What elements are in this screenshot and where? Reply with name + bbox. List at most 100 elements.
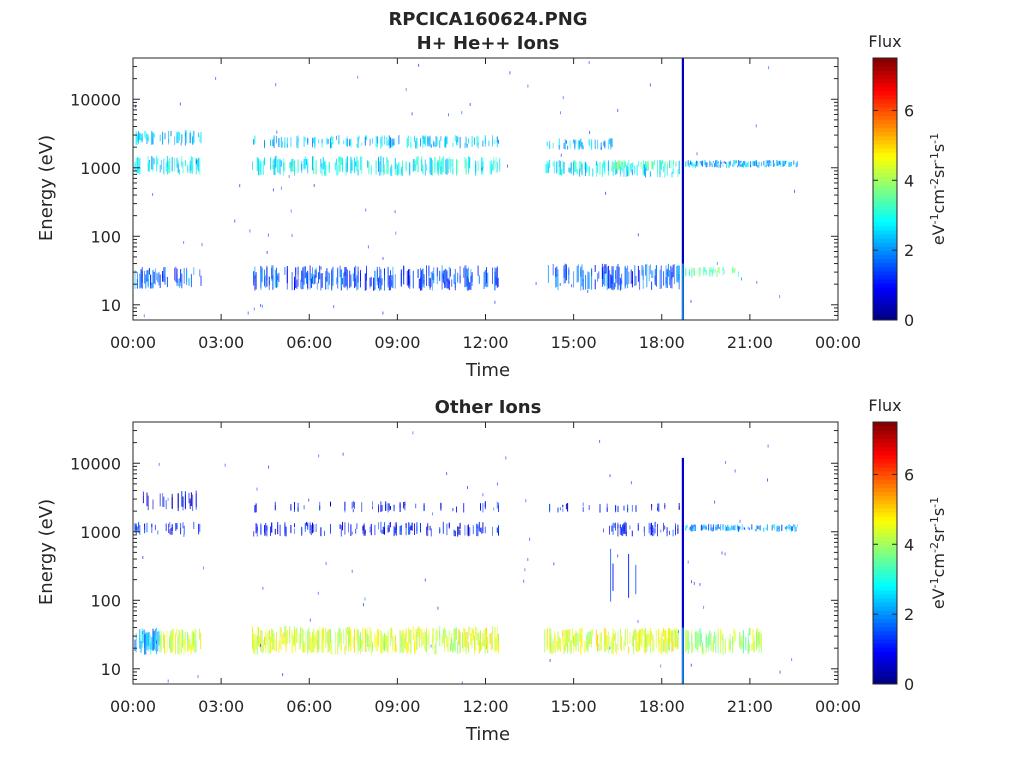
flux-streak <box>170 131 172 137</box>
flux-streak <box>432 271 433 291</box>
flux-streak <box>369 138 371 146</box>
flux-streak <box>549 637 551 653</box>
flux-streak <box>746 162 748 167</box>
flux-streak <box>392 266 394 278</box>
flux-streak <box>452 159 454 174</box>
flux-streak <box>319 626 321 650</box>
noise-point <box>196 160 197 164</box>
flux-streak <box>645 167 647 178</box>
flux-streak <box>338 156 340 162</box>
flux-streak <box>264 636 265 646</box>
y-tick-label: 10000 <box>70 454 121 473</box>
flux-streak <box>140 641 142 653</box>
flux-streak <box>555 272 557 288</box>
flux-streak <box>615 522 616 531</box>
flux-streak <box>705 269 707 275</box>
flux-streak <box>321 628 323 651</box>
flux-streak <box>453 274 455 284</box>
noise-point <box>260 303 262 307</box>
flux-streak <box>495 156 497 174</box>
flux-streak <box>466 162 468 168</box>
flux-streak <box>302 629 304 654</box>
flux-streak <box>267 632 269 653</box>
flux-streak <box>484 138 486 147</box>
noise-point <box>734 469 736 473</box>
flux-streak <box>138 131 140 144</box>
flux-streak <box>403 265 405 285</box>
flux-streak <box>339 265 341 278</box>
flux-streak <box>646 161 648 168</box>
flux-streak <box>588 638 590 647</box>
flux-streak <box>705 525 707 529</box>
flux-streak <box>390 270 391 291</box>
flux-streak <box>659 160 661 175</box>
x-tick-label: 18:00 <box>639 697 685 716</box>
flux-streak <box>177 132 179 144</box>
flux-streak <box>772 160 774 167</box>
flux-streak <box>457 160 459 174</box>
flux-streak <box>645 161 647 170</box>
flux-streak <box>344 522 346 535</box>
flux-streak <box>179 632 181 652</box>
noise-point <box>308 498 310 502</box>
flux-streak <box>678 265 680 281</box>
flux-streak <box>162 493 164 507</box>
flux-streak <box>277 273 279 281</box>
flux-streak <box>463 503 465 513</box>
flux-streak <box>135 523 137 535</box>
flux-streak <box>400 636 402 652</box>
colorbar-segment <box>873 647 897 652</box>
flux-streak <box>552 142 554 149</box>
flux-streak <box>331 640 333 655</box>
flux-streak <box>404 638 406 649</box>
flux-streak <box>669 628 671 646</box>
flux-streak <box>742 644 744 654</box>
flux-streak <box>380 269 382 290</box>
flux-streak <box>724 638 726 654</box>
flux-streak <box>495 276 497 286</box>
colorbar-segment <box>873 507 897 513</box>
flux-streak <box>698 630 700 645</box>
flux-streak <box>676 266 678 283</box>
flux-streak <box>158 271 160 286</box>
flux-streak <box>264 142 265 149</box>
flux-streak <box>610 642 612 650</box>
flux-streak <box>290 137 292 147</box>
flux-streak <box>652 163 654 171</box>
flux-streak <box>356 523 358 530</box>
flux-streak <box>592 629 594 636</box>
flux-streak <box>334 631 336 655</box>
flux-streak <box>349 270 351 289</box>
flux-streak <box>655 265 657 287</box>
flux-streak <box>600 632 602 651</box>
flux-streak <box>178 132 180 141</box>
flux-streak <box>637 266 639 282</box>
flux-streak <box>175 632 176 655</box>
flux-streak <box>565 503 567 510</box>
flux-streak <box>705 636 707 648</box>
flux-streak <box>452 508 454 512</box>
colorbar-segment <box>873 58 897 63</box>
flux-streak <box>200 632 202 650</box>
flux-streak <box>360 269 361 288</box>
colorbar-segment <box>873 90 897 96</box>
colorbar-segment <box>873 679 897 685</box>
flux-streak <box>690 161 692 165</box>
flux-streak <box>153 271 155 284</box>
flux-streak <box>663 639 665 652</box>
flux-streak <box>720 160 722 164</box>
flux-streak <box>613 282 615 290</box>
flux-streak <box>434 142 436 148</box>
flux-streak <box>478 275 480 284</box>
flux-streak <box>340 157 342 165</box>
flux-streak <box>174 157 176 172</box>
flux-streak <box>176 268 178 284</box>
flux-streak <box>617 264 619 282</box>
flux-streak <box>712 266 714 274</box>
noise-point <box>183 534 185 537</box>
flux-streak <box>390 522 391 528</box>
flux-streak <box>414 135 415 142</box>
flux-streak <box>623 640 625 651</box>
flux-streak <box>154 268 156 285</box>
flux-streak <box>433 628 435 643</box>
